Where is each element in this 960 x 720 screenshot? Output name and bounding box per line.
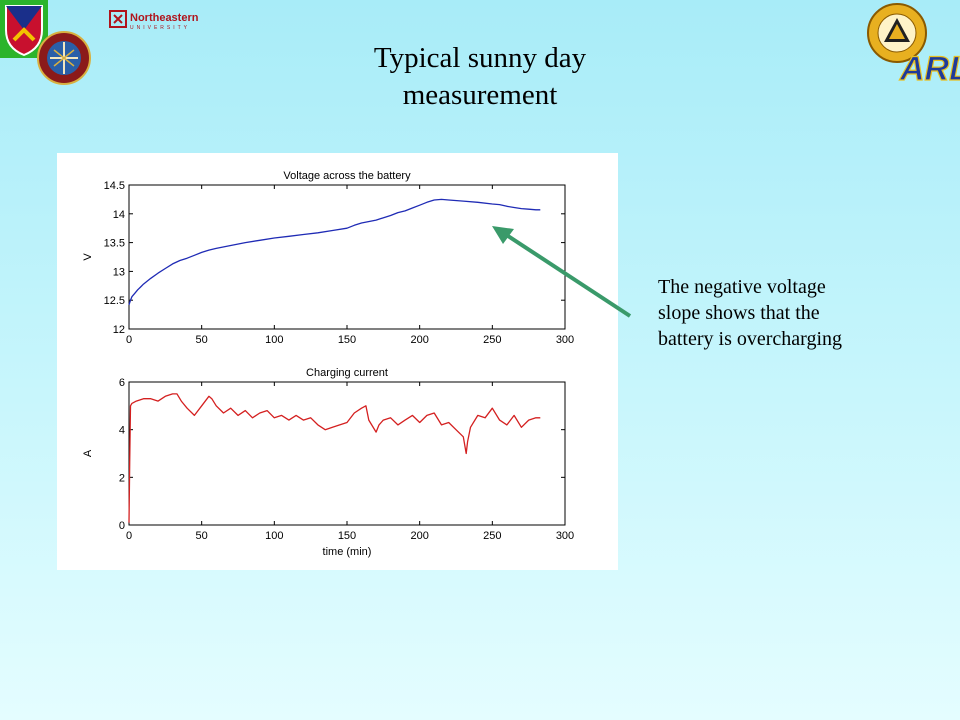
annotation-line-2: slope shows that the <box>658 302 820 324</box>
callout-arrow-head <box>492 226 514 244</box>
x-tick-label: 300 <box>556 334 574 346</box>
y-tick-label: 2 <box>119 472 125 484</box>
plot-area <box>128 184 566 330</box>
x-tick-label: 100 <box>265 530 283 542</box>
x-axis-label: time (min) <box>323 546 372 558</box>
engineer-seal-logo <box>867 3 927 63</box>
nu-emblem-icon <box>109 10 127 28</box>
army-shield-logo <box>0 0 48 58</box>
x-tick-label: 150 <box>338 530 356 542</box>
y-tick-label: 12 <box>113 324 125 336</box>
x-tick-label: 100 <box>265 334 283 346</box>
callout-arrow-line <box>503 232 632 318</box>
annotation-line-3: battery is overcharging <box>658 328 843 350</box>
chart-title: Voltage across the battery <box>283 170 411 182</box>
y-axis-label: V <box>82 253 94 261</box>
y-tick-label: 12.5 <box>104 295 125 307</box>
annotation-text: The negative voltage slope shows that th… <box>658 274 918 352</box>
x-tick-label: 150 <box>338 334 356 346</box>
x-tick-label: 50 <box>196 530 208 542</box>
northeastern-logo: Northeastern UNIVERSITY <box>108 8 208 32</box>
y-tick-label: 13.5 <box>104 238 125 250</box>
slide-title-line-2: measurement <box>402 79 558 111</box>
y-axis-label: A <box>82 449 94 457</box>
y-tick-label: 14 <box>113 209 125 221</box>
x-tick-label: 0 <box>126 530 132 542</box>
chart-2: 0 50 100 150 200 250 300 0 2 4 6 Charging current At… <box>82 367 574 558</box>
nu-subtext: UNIVERSITY <box>130 25 190 31</box>
arl-logo: ARL <box>898 44 960 88</box>
y-tick-label: 13 <box>113 266 125 278</box>
x-tick-label: 50 <box>196 334 208 346</box>
slide-title-line-1: Typical sunny day <box>373 42 587 74</box>
nu-name: Northeastern <box>130 12 199 24</box>
y-tick-label: 6 <box>119 377 125 389</box>
series-line <box>128 198 541 306</box>
y-tick-label: 0 <box>119 520 125 532</box>
x-tick-label: 200 <box>410 334 428 346</box>
x-tick-label: 200 <box>410 530 428 542</box>
x-tick-label: 250 <box>483 334 501 346</box>
annotation-line-1: The negative voltage <box>658 276 826 298</box>
arl-text: ARL <box>899 50 960 86</box>
x-tick-label: 250 <box>483 530 501 542</box>
x-tick-label: 300 <box>556 530 574 542</box>
figure-svg: 0 50 100 150 200 250 3001212.51313.51414.5Volt… <box>82 170 574 558</box>
y-tick-label: 4 <box>119 425 125 437</box>
slide-title: Typical sunny day measurement <box>300 40 660 114</box>
chart-title: Charging current <box>306 367 388 379</box>
chart-1: 0 50 100 150 200 250 300 12 12.5 13 13.5 14 14.5 Volt… <box>82 170 574 346</box>
y-tick-label: 14.5 <box>104 180 125 192</box>
x-tick-label: 0 <box>126 334 132 346</box>
figure-panel: 0 50 100 150 200 250 300 12 12.5 13 13.5 14 14.5 Volt… <box>57 153 618 570</box>
arsenal-seal-logo <box>37 31 91 85</box>
series-line <box>128 393 541 523</box>
